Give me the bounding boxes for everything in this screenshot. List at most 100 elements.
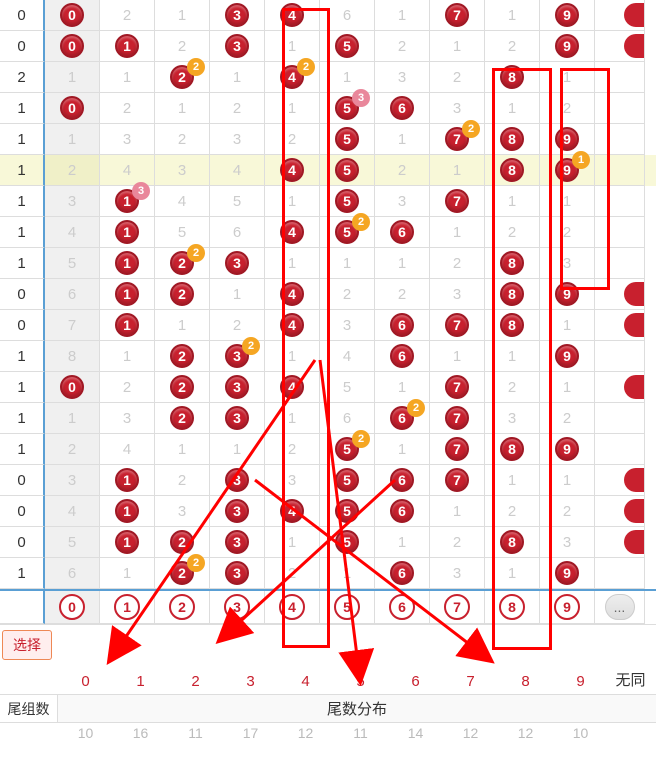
- data-cell: 1: [155, 434, 210, 465]
- data-cell: 8: [485, 155, 540, 186]
- data-cell: 1: [430, 217, 485, 248]
- number-ball: 3: [225, 34, 249, 58]
- data-cell: 1: [430, 31, 485, 62]
- picker-cell[interactable]: 7: [430, 591, 485, 624]
- picker-number[interactable]: 1: [114, 594, 140, 620]
- table-row: 03123356711: [0, 465, 656, 496]
- number-ball: 7: [445, 406, 469, 430]
- miss-count: 1: [398, 131, 406, 148]
- data-cell: 6: [375, 341, 430, 372]
- picker-number[interactable]: 3: [224, 594, 250, 620]
- number-ball: 8: [500, 127, 524, 151]
- picker-number[interactable]: 8: [499, 594, 525, 620]
- data-cell: 3: [210, 0, 265, 31]
- picker-cell[interactable]: 0: [45, 591, 100, 624]
- miss-count: 1: [288, 38, 296, 55]
- footer-val: 11: [333, 723, 388, 743]
- miss-count: 1: [453, 38, 461, 55]
- data-cell: 2: [540, 496, 595, 527]
- picker-number[interactable]: 0: [59, 594, 85, 620]
- table-row: 05123151283: [0, 527, 656, 558]
- miss-count: 1: [453, 224, 461, 241]
- data-cell: 1: [375, 434, 430, 465]
- lead-cell: 0: [0, 0, 45, 31]
- number-ball: 8: [500, 158, 524, 182]
- data-cell: 9: [540, 434, 595, 465]
- data-cell: 3: [155, 496, 210, 527]
- picker-cell[interactable]: 5: [320, 591, 375, 624]
- trail-cell: [595, 93, 645, 124]
- number-ball: 5: [335, 499, 359, 523]
- data-cell: 4: [155, 186, 210, 217]
- lead-cell: 1: [0, 186, 45, 217]
- lead-cell: 0: [0, 496, 45, 527]
- header-col: 2: [168, 665, 223, 694]
- data-cell: 2: [265, 124, 320, 155]
- trail-cell: [595, 310, 645, 341]
- data-cell: 4: [265, 217, 320, 248]
- picker-cell[interactable]: 4: [265, 591, 320, 624]
- lead-cell: 1: [0, 434, 45, 465]
- number-ball: 8: [500, 282, 524, 306]
- picker-number[interactable]: 4: [279, 594, 305, 620]
- data-cell: 1: [100, 341, 155, 372]
- data-cell: 2: [320, 279, 375, 310]
- miss-count: 5: [233, 193, 241, 210]
- data-cell: 1: [100, 31, 155, 62]
- picker-cell[interactable]: 8: [485, 591, 540, 624]
- number-ball: 6: [390, 220, 414, 244]
- picker-number[interactable]: 5: [334, 594, 360, 620]
- trail-cell: [595, 155, 645, 186]
- data-cell: 1: [540, 310, 595, 341]
- miss-count: 5: [178, 224, 186, 241]
- data-cell: 8: [485, 310, 540, 341]
- data-cell: 3: [430, 93, 485, 124]
- lead-cell: 1: [0, 248, 45, 279]
- data-cell: 9: [540, 0, 595, 31]
- picker-number[interactable]: 9: [554, 594, 580, 620]
- miss-count: 1: [563, 379, 571, 396]
- trail-cell: [595, 217, 645, 248]
- picker-cell[interactable]: 6: [375, 591, 430, 624]
- miss-count: 1: [178, 7, 186, 24]
- footer-lead: [0, 723, 58, 743]
- miss-count: 3: [288, 472, 296, 489]
- miss-count: 4: [233, 162, 241, 179]
- miss-count: 1: [68, 131, 76, 148]
- picker-number[interactable]: 6: [389, 594, 415, 620]
- number-ball: 3: [225, 499, 249, 523]
- picker-cell[interactable]: 1: [100, 591, 155, 624]
- data-cell: 0: [45, 0, 100, 31]
- number-ball: 4: [280, 499, 304, 523]
- data-cell: 3: [155, 155, 210, 186]
- picker-cell[interactable]: 2: [155, 591, 210, 624]
- table-row: 113232517289: [0, 124, 656, 155]
- picker-number[interactable]: 7: [444, 594, 470, 620]
- miss-count: 1: [398, 534, 406, 551]
- number-ball: 1: [115, 313, 139, 337]
- miss-count: 2: [508, 503, 516, 520]
- data-cell: 2: [45, 155, 100, 186]
- data-cell: 6: [375, 496, 430, 527]
- table-row: 161223216319: [0, 558, 656, 589]
- picker-cell[interactable]: 3: [210, 591, 265, 624]
- picker-clear-icon[interactable]: ...: [605, 594, 635, 620]
- picker-number[interactable]: 2: [169, 594, 195, 620]
- data-cell: 4: [45, 496, 100, 527]
- trail-cell: [595, 31, 645, 62]
- data-cell: 7: [430, 465, 485, 496]
- miss-count: 1: [508, 193, 516, 210]
- miss-count: 1: [288, 100, 296, 117]
- table-row: 124112521789: [0, 434, 656, 465]
- data-cell: 1: [100, 62, 155, 93]
- footer-val: 12: [443, 723, 498, 743]
- miss-count: 1: [178, 441, 186, 458]
- select-button[interactable]: 选择: [2, 630, 52, 660]
- ball-badge: 3: [132, 182, 150, 200]
- data-cell: 2: [155, 341, 210, 372]
- picker-cell[interactable]: 9: [540, 591, 595, 624]
- data-cell: 2: [100, 93, 155, 124]
- data-cell: 1: [375, 527, 430, 558]
- number-ball: 3: [225, 406, 249, 430]
- data-cell: 1: [430, 155, 485, 186]
